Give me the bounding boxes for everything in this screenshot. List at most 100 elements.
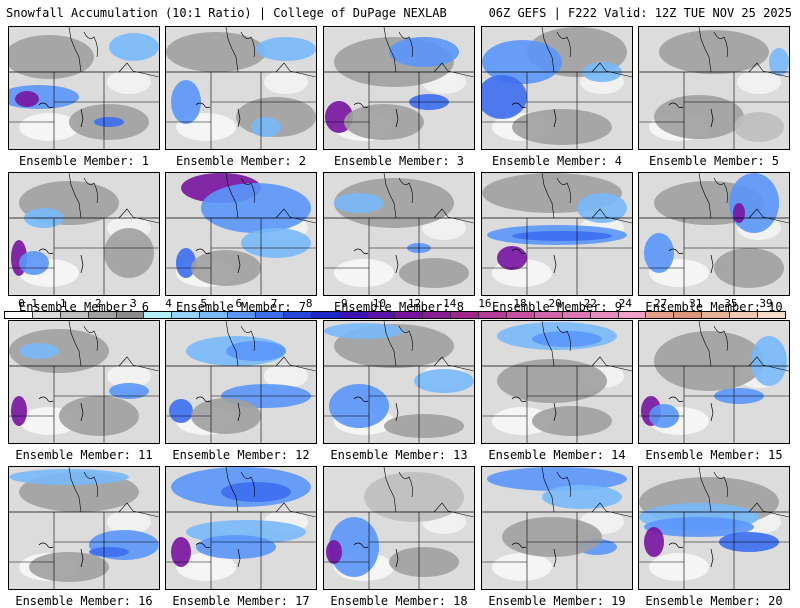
river-outline (195, 542, 211, 549)
ensemble-member-label: Ensemble Member: 13 (330, 448, 468, 462)
colorbar-swatch (172, 312, 201, 318)
colorbar-tick-label: 6 (235, 297, 243, 310)
lake-outline (398, 177, 413, 204)
snowfall-map (639, 27, 789, 149)
great-lakes-outline (275, 208, 316, 224)
lake-outline (83, 177, 98, 204)
snowfall-shading (15, 91, 39, 107)
snowfall-map (166, 467, 316, 589)
ensemble-member-map-14 (481, 320, 633, 444)
snowfall-map (482, 321, 632, 443)
great-lakes-outline (591, 502, 632, 518)
snowfall-shading (19, 251, 49, 275)
colorbar-swatch (32, 312, 61, 318)
state-borders (541, 173, 555, 219)
snowfall-shading (334, 193, 384, 213)
snowfall-colorbar (4, 311, 786, 319)
great-lakes-outline (118, 208, 159, 224)
river-outline (237, 548, 241, 568)
snowfall-shading (542, 485, 622, 509)
river-outline (668, 542, 684, 549)
lake-outline (240, 31, 255, 58)
snowfall-shading (714, 248, 784, 288)
colorbar-swatch (395, 312, 424, 318)
snowfall-shading (399, 258, 469, 288)
ensemble-member-label: Ensemble Member: 10 (645, 300, 783, 314)
river-outline (353, 248, 369, 255)
lake-outline (240, 325, 255, 352)
colorbar-tick-label: 22 (583, 297, 597, 310)
snowfall-shading (9, 469, 129, 485)
great-lakes-outline (433, 356, 474, 372)
snowfall-shading (389, 547, 459, 577)
ensemble-member-label: Ensemble Member: 8 (333, 300, 465, 314)
great-lakes-outline (748, 62, 789, 78)
colorbar-tick-label: 12 (407, 297, 422, 310)
snowfall-shading (659, 30, 769, 74)
ensemble-member-map-9 (481, 172, 633, 296)
snowfall-shading (512, 109, 612, 145)
great-lakes-outline (591, 62, 632, 78)
ensemble-member-label: Ensemble Member: 19 (488, 594, 626, 608)
state-borders (482, 218, 632, 295)
lake-outline (240, 471, 255, 498)
state-borders (383, 467, 397, 513)
river-outline (237, 402, 241, 422)
river-outline (710, 548, 714, 568)
river-outline (80, 254, 84, 274)
snowfall-map (324, 321, 474, 443)
ensemble-member-label: Ensemble Member: 11 (15, 448, 153, 462)
light-snow-area (264, 364, 308, 388)
colorbar-tick-label: 20 (548, 297, 562, 310)
ensemble-member-map-15 (638, 320, 790, 444)
snowfall-map (9, 467, 159, 589)
state-borders (383, 27, 397, 73)
snowfall-shading (19, 343, 59, 359)
snowfall-shading (654, 95, 744, 139)
river-outline (395, 108, 399, 128)
great-lakes-outline (748, 502, 789, 518)
river-outline (710, 254, 714, 274)
ensemble-member-map-6 (8, 172, 160, 296)
river-outline (553, 548, 557, 568)
great-lakes-outline (433, 502, 474, 518)
colorbar-swatch (367, 312, 396, 318)
ensemble-member-map-8 (323, 172, 475, 296)
state-borders (639, 72, 789, 149)
river-outline (237, 108, 241, 128)
lake-outline (556, 325, 571, 352)
river-outline (553, 254, 557, 274)
snowfall-shading (497, 246, 527, 270)
snowfall-map (639, 467, 789, 589)
state-borders (166, 72, 316, 149)
ensemble-member-label: Ensemble Member: 5 (648, 154, 780, 168)
ensemble-member-map-7 (165, 172, 317, 296)
snowfall-shading (94, 117, 124, 127)
river-outline (38, 396, 54, 403)
colorbar-tick-label: 0.1 (18, 297, 38, 310)
snowfall-map (482, 173, 632, 295)
snowfall-shading (241, 228, 311, 258)
snowfall-map (324, 173, 474, 295)
colorbar-swatch (758, 312, 785, 318)
colorbar-swatch (5, 312, 33, 318)
ensemble-member-map-5 (638, 26, 790, 150)
colorbar-tick-label: 24 (618, 297, 633, 310)
great-lakes-outline (275, 62, 316, 78)
snowfall-shading (532, 406, 612, 436)
snowfall-map (324, 467, 474, 589)
state-borders (383, 321, 397, 367)
snowfall-shading (577, 193, 627, 223)
colorbar-swatch (311, 312, 340, 318)
river-outline (511, 396, 527, 403)
river-outline (38, 248, 54, 255)
state-borders (541, 467, 555, 513)
colorbar-swatch (423, 312, 452, 318)
colorbar-swatch (256, 312, 284, 318)
state-borders (68, 321, 82, 367)
state-borders (68, 467, 82, 513)
colorbar-swatch (144, 312, 173, 318)
great-lakes-outline (275, 502, 316, 518)
lake-outline (83, 31, 98, 58)
ensemble-member-label: Ensemble Member: 6 (18, 300, 150, 314)
